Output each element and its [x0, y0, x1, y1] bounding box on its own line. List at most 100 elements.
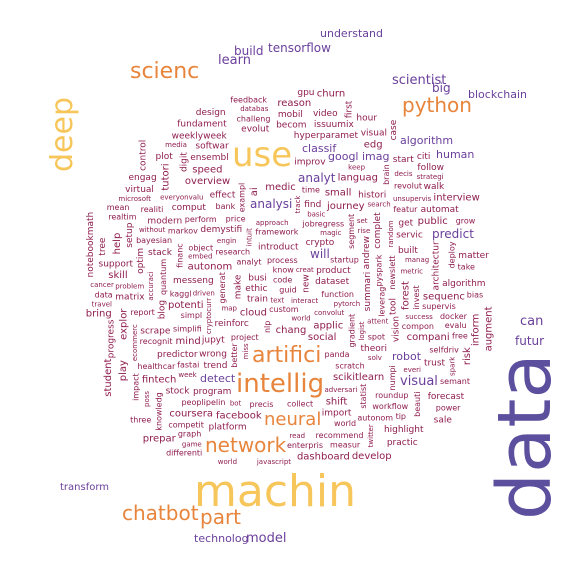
word-cloud-term: neural	[264, 409, 321, 430]
word-cloud-term: issuumix	[314, 120, 355, 130]
word-cloud-term: introduct	[258, 242, 299, 252]
word-cloud-term: time	[302, 186, 320, 195]
word-cloud-term: kaggl	[170, 290, 192, 299]
word-cloud-term: everi	[403, 366, 421, 374]
word-cloud-term: facebook	[216, 410, 262, 421]
word-cloud-term: framework	[255, 228, 298, 237]
word-cloud-term: world	[218, 458, 237, 466]
word-cloud-term: overview	[185, 176, 230, 187]
word-cloud-term: fintech	[142, 375, 177, 386]
word-cloud-term: reason	[277, 98, 311, 109]
word-cloud-term: new	[302, 274, 312, 293]
word-cloud-term: creat	[296, 266, 314, 274]
word-cloud-term: text	[270, 297, 284, 305]
word-cloud-term: churn	[317, 89, 345, 100]
word-cloud-term: deep	[45, 97, 80, 172]
word-cloud-term: scienc	[130, 59, 199, 84]
word-cloud-term: poss	[143, 391, 151, 407]
word-cloud-term: logist	[358, 321, 366, 340]
word-cloud-term: model	[246, 531, 286, 546]
word-cloud-term: deploy	[447, 241, 456, 268]
word-cloud-term: jupyt	[201, 336, 225, 346]
word-cloud-term: data	[95, 291, 113, 300]
word-cloud-term: pytorch	[334, 300, 361, 308]
word-cloud-term: metric	[400, 268, 423, 276]
word-cloud-term: evalu	[445, 321, 467, 330]
word-cloud-term: optim	[136, 248, 146, 274]
word-cloud-term: project	[231, 333, 259, 342]
word-cloud-term: chatbot	[122, 501, 199, 525]
word-cloud-term: predict	[432, 227, 474, 241]
word-cloud-term: cancer	[90, 281, 114, 289]
word-cloud-term: case	[389, 119, 399, 140]
word-cloud-term: walk	[424, 182, 445, 192]
word-cloud-term: object	[188, 243, 213, 252]
word-cloud-term: demystifi	[200, 225, 242, 235]
word-cloud-term: rise	[357, 227, 370, 235]
word-cloud-term: financ	[175, 243, 184, 267]
word-cloud-term: play	[118, 360, 129, 381]
word-cloud-term: exampl	[237, 183, 246, 213]
word-cloud-term: function	[321, 290, 354, 299]
word-cloud-term: search	[367, 200, 390, 208]
word-cloud-term: travel	[92, 300, 112, 308]
word-cloud-term: softwar	[195, 142, 229, 152]
word-cloud-term: magic	[320, 229, 341, 237]
word-cloud-term: analyt	[298, 171, 336, 185]
word-cloud-term: perform	[185, 215, 217, 224]
word-cloud-term: invest	[412, 285, 421, 309]
word-cloud-term: strategi	[417, 173, 444, 181]
word-cloud-term: trust	[424, 358, 446, 368]
word-cloud-term: scientist	[392, 73, 446, 88]
word-cloud-term: ecommerc	[131, 324, 139, 361]
word-cloud-term: manag	[405, 256, 429, 264]
word-cloud-term: code	[273, 276, 292, 285]
word-cloud-term: forest	[400, 281, 411, 310]
word-cloud-term: autonom	[188, 261, 233, 272]
word-cloud-term: leverag	[377, 287, 386, 317]
word-cloud-term: gradient	[347, 314, 356, 348]
word-cloud-term: differenti	[166, 449, 202, 458]
word-cloud-term: roundup	[375, 391, 408, 400]
word-cloud-term: small	[325, 188, 352, 199]
word-cloud-term: start	[393, 155, 414, 165]
word-cloud-term: revolut	[394, 182, 422, 191]
word-cloud-term: spark	[449, 356, 457, 376]
word-cloud-term: bank	[216, 202, 236, 211]
word-cloud-term: human	[436, 148, 474, 161]
word-cloud-term: gpu	[297, 88, 314, 98]
word-cloud-term: theori	[361, 344, 387, 354]
word-cloud-term: pyspark	[375, 254, 384, 286]
word-cloud-term: transform	[60, 482, 109, 493]
word-cloud-term: becom	[276, 121, 306, 131]
word-cloud-term: power	[436, 404, 461, 413]
word-cloud-term: first	[345, 100, 355, 118]
word-cloud-term: unsupervis	[393, 195, 432, 203]
word-cloud-term: twitter	[367, 424, 375, 447]
word-cloud-term: citi	[417, 152, 430, 162]
word-cloud-term: shift	[326, 396, 348, 407]
word-cloud-term: trend	[203, 361, 227, 371]
word-cloud-term: follow	[417, 163, 444, 173]
word-cloud-term: dataset	[315, 277, 349, 287]
word-cloud-term: python	[402, 93, 472, 117]
word-cloud-term: mobil	[278, 110, 303, 120]
word-cloud-term: network	[205, 433, 287, 457]
word-cloud-term: map	[221, 304, 237, 312]
word-cloud-term: crypto	[306, 238, 335, 248]
word-cloud-term: forecast	[428, 392, 465, 402]
word-cloud-term: sale	[434, 416, 453, 426]
word-cloud-term: adversari	[324, 386, 357, 394]
word-cloud-term: control	[138, 140, 148, 171]
word-cloud-term: startup	[330, 256, 359, 265]
word-cloud-term: plot	[156, 152, 174, 162]
word-cloud-term: research	[216, 248, 251, 257]
word-cloud-term: process	[267, 256, 298, 265]
word-cloud-term: futur	[515, 334, 544, 348]
word-cloud-term: simpl	[181, 311, 202, 320]
word-cloud-term: ai	[249, 187, 260, 196]
word-cloud-term: public	[418, 216, 448, 227]
word-cloud-term: miss	[242, 343, 250, 359]
word-cloud-term: selfdriv	[429, 345, 459, 354]
word-cloud-term: guid	[279, 286, 296, 295]
